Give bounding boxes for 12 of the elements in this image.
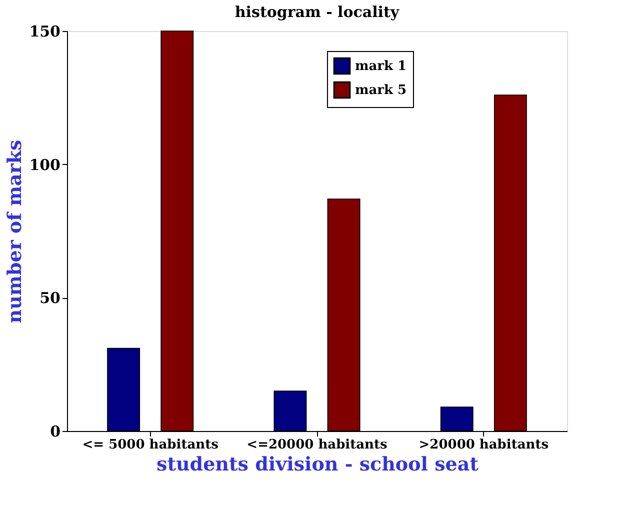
y-tick-label: 0 bbox=[50, 422, 60, 440]
legend-label: mark 1 bbox=[355, 59, 407, 74]
x-tick-label: <=20000 habitants bbox=[246, 438, 388, 452]
x-tick-label: <= 5000 habitants bbox=[82, 438, 218, 452]
x-axis-title: students division - school seat bbox=[156, 454, 479, 476]
x-tick-label: >20000 habitants bbox=[418, 438, 549, 452]
y-axis-title: number of marks bbox=[4, 140, 26, 324]
chart-title: histogram - locality bbox=[234, 3, 400, 21]
y-tick-label: 150 bbox=[29, 22, 60, 40]
y-tick-label: 100 bbox=[29, 156, 60, 174]
y-tick-label: 50 bbox=[40, 289, 60, 308]
legend-label: mark 5 bbox=[355, 83, 407, 98]
